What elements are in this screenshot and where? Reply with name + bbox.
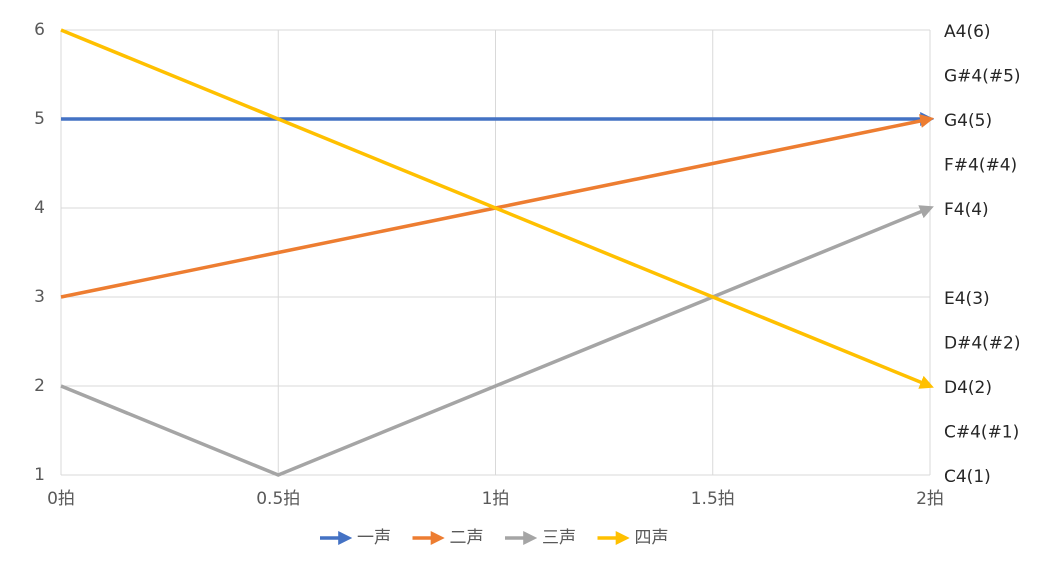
note-label: A4(6)	[944, 22, 991, 42]
y-tick-label: 2	[34, 376, 45, 396]
note-label: D#4(#2)	[944, 334, 1020, 354]
note-label: F4(4)	[944, 200, 989, 220]
series-line	[60, 205, 934, 477]
note-label: G4(5)	[944, 111, 992, 131]
note-label: D4(2)	[944, 378, 992, 398]
x-tick-label: 2拍	[916, 489, 944, 509]
note-label: C4(1)	[944, 467, 991, 487]
y-tick-label: 4	[34, 198, 45, 218]
x-tick-label: 0拍	[47, 489, 75, 509]
x-tick-label: 1.5拍	[691, 489, 735, 509]
series-line	[60, 28, 934, 389]
note-label: F#4(#4)	[944, 156, 1017, 176]
x-tick-label: 0.5拍	[256, 489, 300, 509]
x-tick-label: 1拍	[482, 489, 510, 509]
y-tick-label: 3	[34, 287, 45, 307]
y-tick-label: 1	[34, 465, 45, 485]
y-tick-label: 5	[34, 109, 45, 129]
note-label: C#4(#1)	[944, 423, 1019, 443]
note-label: E4(3)	[944, 289, 990, 309]
y-tick-label: 6	[34, 20, 45, 40]
legend-label: 四声	[635, 528, 669, 548]
note-label: G#4(#5)	[944, 67, 1021, 87]
legend-label: 一声	[357, 528, 391, 548]
legend-label: 三声	[542, 528, 576, 548]
legend-label: 二声	[450, 528, 484, 548]
